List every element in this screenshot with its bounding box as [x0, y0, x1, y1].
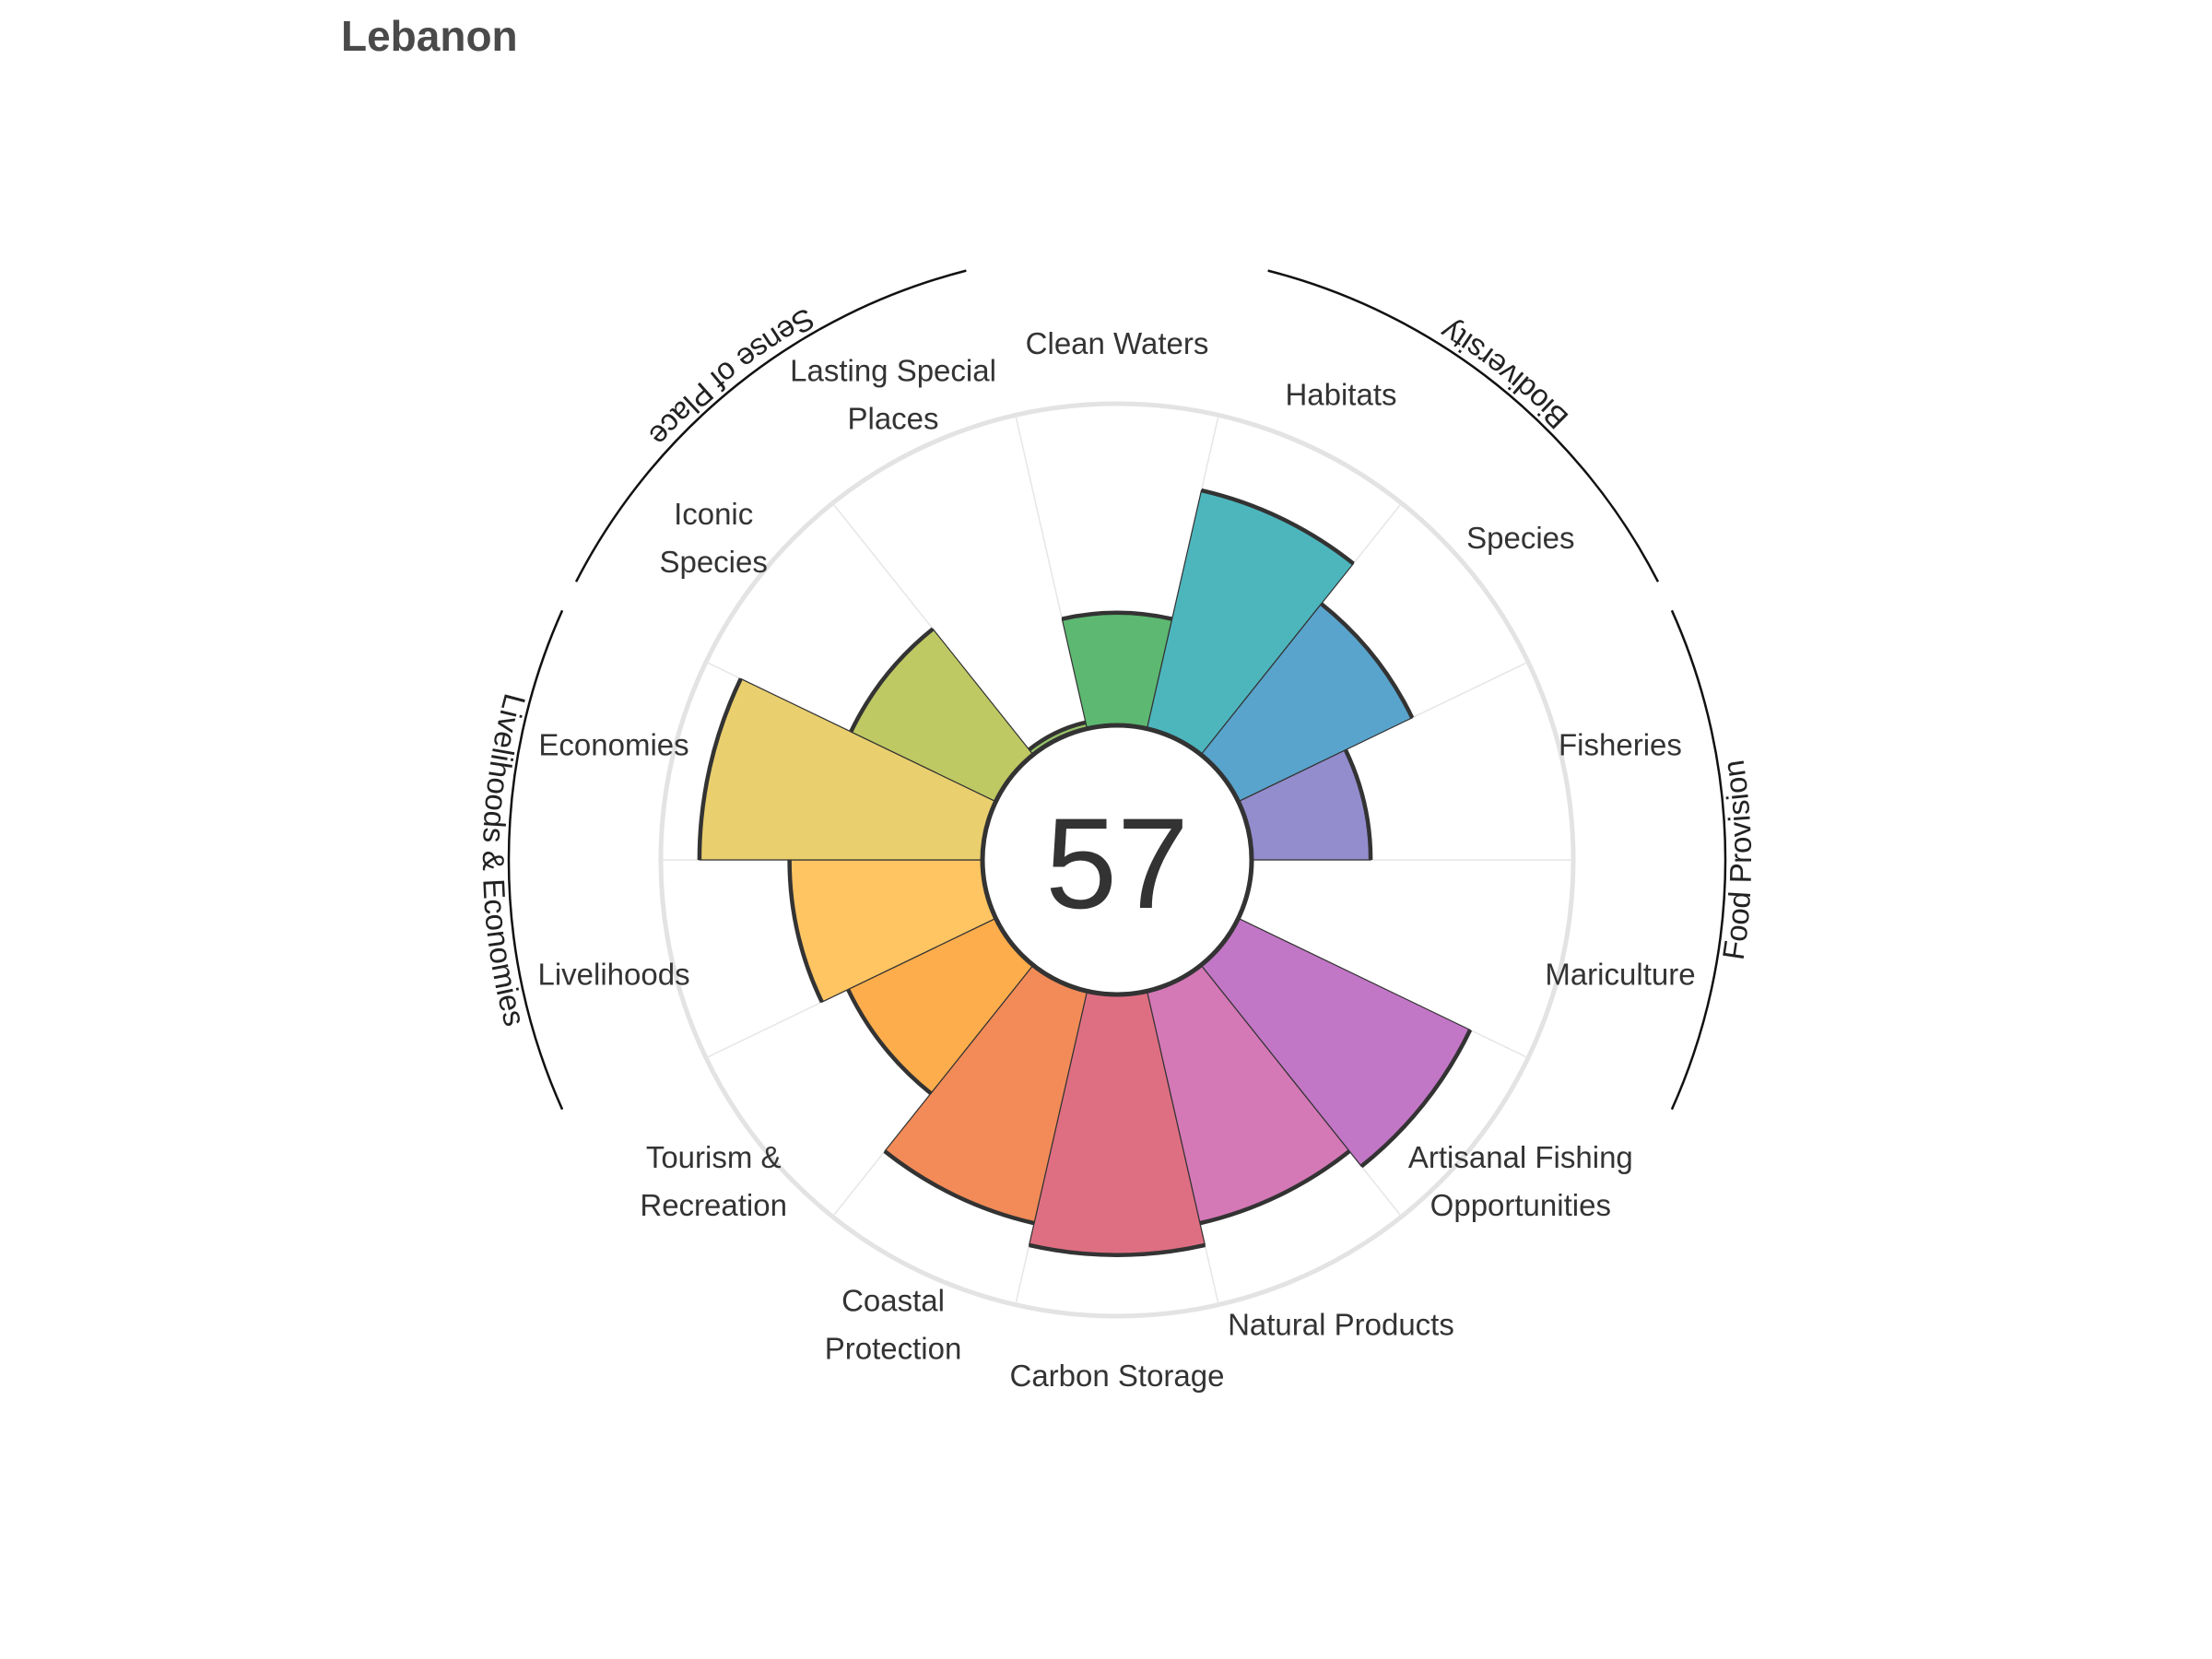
- group-label-biodiversity: Biodiversity: [1434, 313, 1575, 435]
- group-arc-livelihoods-and-economies: [507, 609, 564, 1111]
- group-arc-sense-of-place: [574, 269, 967, 582]
- petal-outline-clean-waters: [1061, 610, 1173, 621]
- label-economies: Economies: [538, 727, 688, 761]
- group-label-food-provision: Food Provision: [1716, 758, 1758, 961]
- label-fisheries: Fisheries: [1559, 727, 1682, 761]
- score-center-disc: [980, 723, 1254, 997]
- group-arc-food-provision: [1670, 609, 1727, 1111]
- label-mariculture: Mariculture: [1545, 958, 1695, 992]
- label-species: Species: [1466, 521, 1574, 555]
- petal-outline-lasting-special-places: [1028, 720, 1087, 752]
- group-label-livelihoods-and-economies: Livelihoods & Economies: [477, 690, 533, 1030]
- label-coastal-protection: Coastal Protection: [825, 1284, 962, 1366]
- petal-outline-fisheries: [1343, 748, 1373, 861]
- petal-outline-economies: [697, 677, 743, 861]
- overall-score: 57: [1045, 791, 1189, 935]
- category-labels: Fisheries Mariculture Artisanal Fishing Opp…: [537, 326, 1695, 1393]
- label-tourism-and-recreation: Tourism & Recreation: [640, 1140, 787, 1222]
- petal-outline-carbon-storage: [1029, 1242, 1206, 1257]
- label-habitats: Habitats: [1285, 377, 1396, 411]
- petal-outline-livelihoods: [787, 859, 824, 1004]
- petal-outline-species: [1320, 602, 1415, 719]
- label-natural-products: Natural Products: [1228, 1308, 1454, 1342]
- chart-title: Lebanon: [341, 12, 518, 60]
- label-clean-waters: Clean Waters: [1026, 326, 1209, 360]
- label-carbon-storage: Carbon Storage: [1010, 1359, 1225, 1393]
- group-arc-biodiversity: [1267, 269, 1660, 582]
- label-lasting-special-places: Lasting Special Places: [790, 353, 996, 435]
- petal-outline-iconic-species: [849, 627, 935, 733]
- petal-outline-habitats: [1201, 488, 1355, 566]
- label-artisanal-fishing-opportunities: Artisanal Fishing Opportunities: [1408, 1140, 1633, 1222]
- petals: [697, 488, 1473, 1257]
- petal-outline-coastal-protection: [883, 1149, 1035, 1226]
- label-livelihoods: Livelihoods: [537, 958, 689, 992]
- label-iconic-species: Iconic Species: [659, 497, 767, 579]
- petal-outline-tourism-and-recreation: [846, 988, 933, 1096]
- petal-outline-natural-products: [1199, 1149, 1351, 1226]
- petal-outline-artisanal-fishing-opportunities: [1359, 1029, 1473, 1169]
